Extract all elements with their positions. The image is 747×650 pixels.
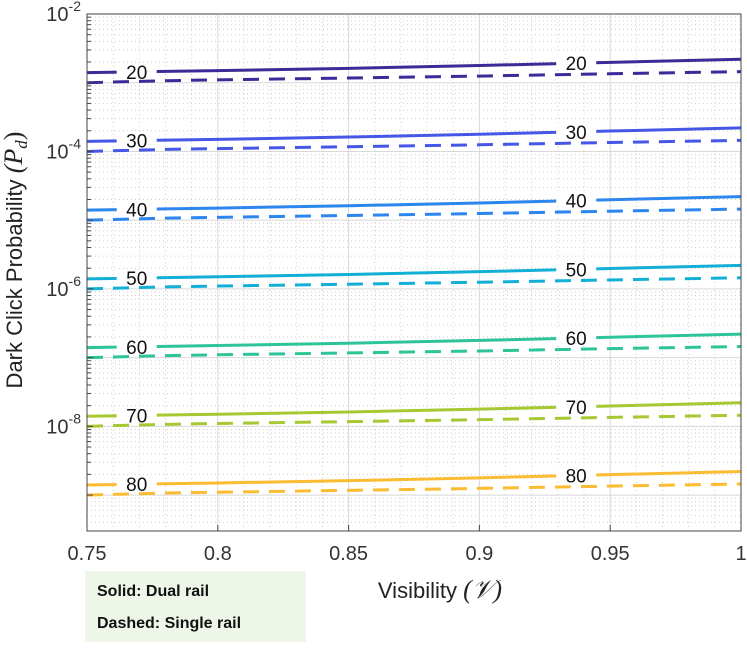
label-gap bbox=[116, 475, 157, 490]
contour-label: 30 bbox=[566, 123, 587, 144]
contour-label: 80 bbox=[566, 467, 587, 488]
axes-frame bbox=[86, 13, 742, 532]
label-gap bbox=[116, 269, 157, 284]
dashed-line-60 bbox=[86, 345, 742, 360]
contour-label: 40 bbox=[566, 192, 587, 213]
legend-box: Solid: Dual rail Dashed: Single rail bbox=[85, 571, 306, 642]
contour-label: 20 bbox=[566, 54, 587, 75]
label-gap bbox=[556, 191, 597, 206]
label-gap bbox=[556, 397, 597, 412]
y-tick-label: 10-2 bbox=[46, 0, 81, 26]
label-gap bbox=[556, 54, 597, 69]
contour-label: 50 bbox=[126, 269, 147, 290]
contour-label: 70 bbox=[566, 398, 587, 419]
label-gap bbox=[116, 200, 157, 215]
solid-line-20 bbox=[86, 57, 742, 75]
x-tick-label: 0.95 bbox=[591, 543, 630, 565]
x-tick-label: 1 bbox=[735, 543, 746, 565]
x-tick-label: 0.85 bbox=[329, 543, 368, 565]
label-gap bbox=[556, 260, 597, 275]
y-tick-label: 10-8 bbox=[46, 410, 81, 438]
x-tick-label: 0.75 bbox=[68, 543, 107, 565]
dashed-line-50 bbox=[86, 276, 742, 291]
dashed-line-80 bbox=[86, 482, 742, 497]
dashed-line-20 bbox=[86, 70, 742, 85]
label-gap bbox=[556, 122, 597, 137]
contour-label: 60 bbox=[126, 338, 147, 359]
label-gap bbox=[116, 406, 157, 421]
label-gap bbox=[116, 62, 157, 77]
contour-label: 60 bbox=[566, 329, 587, 350]
y-tick-label: 10-6 bbox=[46, 273, 81, 301]
solid-line-40 bbox=[86, 195, 742, 212]
solid-line-30 bbox=[86, 126, 742, 143]
solid-line-60 bbox=[86, 332, 742, 350]
y-axis-label: Dark Click Probability (Pd) bbox=[0, 132, 31, 389]
contour-label: 80 bbox=[126, 475, 147, 496]
dashed-line-70 bbox=[86, 413, 742, 428]
dashed-line-30 bbox=[86, 138, 742, 153]
solid-line-80 bbox=[86, 470, 742, 487]
y-tick-label: 10-4 bbox=[46, 135, 81, 163]
contour-label: 40 bbox=[126, 200, 147, 221]
label-gap bbox=[556, 466, 597, 481]
solid-line-70 bbox=[86, 401, 742, 418]
legend-solid: Solid: Dual rail bbox=[97, 583, 210, 600]
contour-label: 20 bbox=[126, 63, 147, 84]
contour-label: 30 bbox=[126, 132, 147, 153]
x-tick-label: 0.9 bbox=[465, 543, 493, 565]
dashed-line-40 bbox=[86, 207, 742, 222]
label-gap bbox=[116, 131, 157, 146]
solid-line-50 bbox=[86, 263, 742, 281]
x-axis-label: Visibility (𝒱) bbox=[378, 575, 502, 604]
contour-label: 50 bbox=[566, 260, 587, 281]
legend-dashed: Dashed: Single rail bbox=[97, 615, 242, 632]
label-gap bbox=[116, 337, 157, 352]
label-gap bbox=[556, 329, 597, 344]
x-tick-label: 0.8 bbox=[204, 543, 232, 565]
contour-label: 70 bbox=[126, 407, 147, 428]
